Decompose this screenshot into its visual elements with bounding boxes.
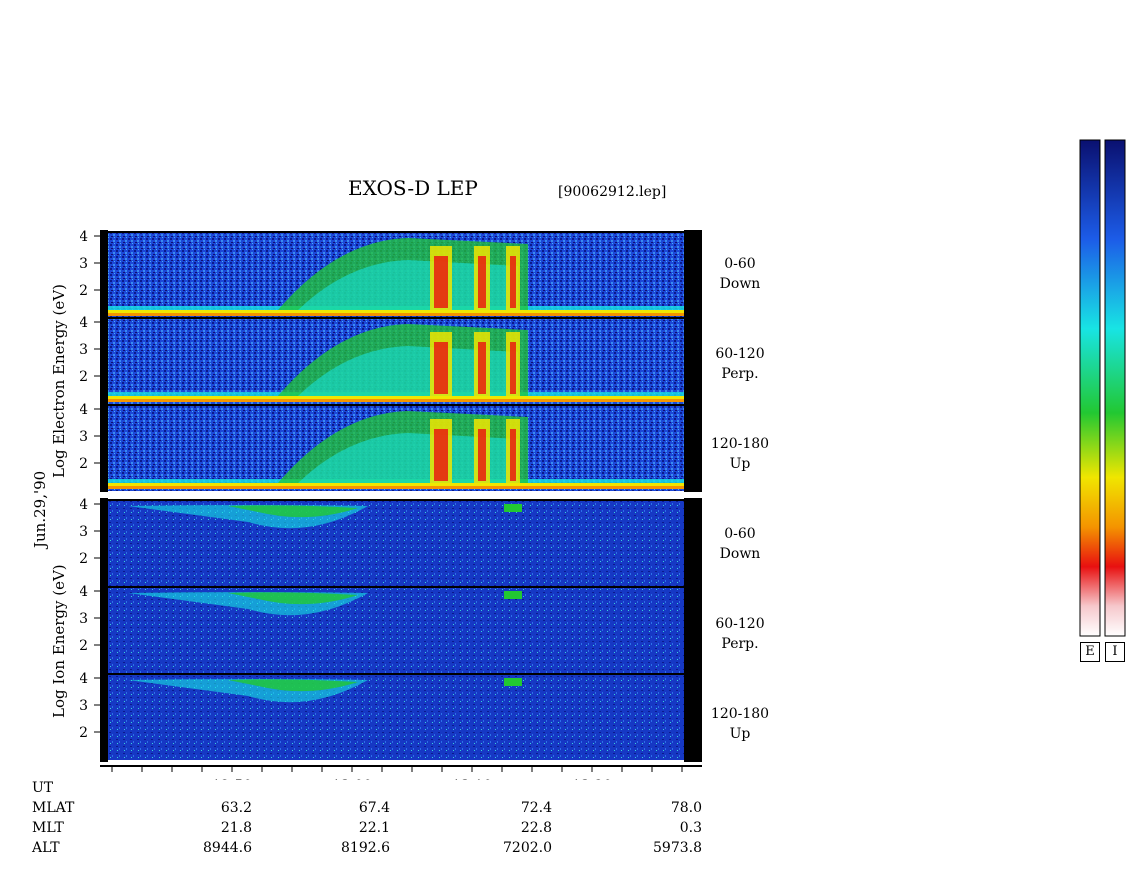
orbit-value-mlt-0: 21.8: [220, 820, 252, 836]
orbit-row-label-ut: UT: [32, 780, 54, 796]
panel-0-lowband-core: [108, 310, 684, 315]
ytick-label: 2: [80, 369, 88, 385]
panel-2-lowband-edge: [108, 486, 684, 489]
panel-0-arc-inner: [298, 260, 518, 310]
panel-0-lowband-edge: [108, 313, 684, 316]
x-tick-label: 13:20: [572, 778, 612, 780]
panel-2-burst-core-0: [434, 429, 448, 481]
ytick-label: 3: [80, 698, 88, 714]
color-scale: [1079, 139, 1126, 637]
channel-label-4: 60-120 Perp.: [715, 616, 765, 652]
orbit-value-mlat-3: 78.0: [670, 800, 702, 816]
ytick-label: 4: [80, 497, 88, 513]
channel-label-0: 0-60 Down: [719, 256, 761, 292]
ytick-label: 3: [80, 256, 88, 272]
orbit-value-alt-3: 5973.8: [653, 840, 702, 856]
ytick-label: 3: [80, 524, 88, 540]
panel-2-lowband-core: [108, 483, 684, 488]
ion-colorbar: [1104, 139, 1126, 637]
orbit-value-alt-1: 8192.6: [341, 840, 390, 856]
channel-label-2: 120-180 Up: [710, 436, 770, 472]
panel-1-burst-core-2: [510, 342, 516, 394]
orbit-value-alt-2: 7202.0: [503, 840, 552, 856]
orbit-value-mlt-2: 22.8: [520, 820, 552, 836]
panel-4-ion-beam-core: [228, 592, 358, 605]
electron-axis-label: Log Electron Energy (eV): [50, 284, 68, 478]
ytick-label: 2: [80, 283, 88, 299]
colorbar-e-label: E: [1080, 642, 1100, 662]
x-tick-label: 13:00: [332, 778, 372, 780]
ytick-label: 2: [80, 638, 88, 654]
panel-0-burst-core-2: [510, 256, 516, 308]
panel-1-lowband-edge: [108, 399, 684, 402]
panel-0-burst-core-1: [478, 256, 486, 308]
ion-axis-label: Log Ion Energy (eV): [50, 564, 68, 718]
panel-3-ion-beam-core: [228, 505, 358, 518]
ion-frame-left: [100, 498, 108, 762]
panel-1-arc-inner: [298, 346, 518, 396]
panel-1-burst-core-1: [478, 342, 486, 394]
ytick-label: 2: [80, 456, 88, 472]
orbit-row-label-mlt: MLT: [32, 820, 64, 836]
ytick-label: 4: [80, 315, 88, 331]
y-ticks-group: 4 3 2 4 3 2 4 3 2 4 3 2 4 3 2 4 3 2: [80, 229, 100, 741]
ytick-label: 4: [80, 584, 88, 600]
panels-group: [100, 230, 702, 762]
chart-title: EXOS-D LEP: [348, 176, 478, 200]
x-axis-group: 12:50 13:00 13:10 13:20: [100, 765, 702, 780]
panel-2-burst-core-2: [510, 429, 516, 481]
orbit-value-alt-0: 8944.6: [203, 840, 252, 856]
ytick-label: 4: [80, 402, 88, 418]
channel-label-3: 0-60 Down: [719, 526, 761, 562]
ytick-label: 3: [80, 342, 88, 358]
electron-frame-left: [100, 230, 108, 492]
orbit-value-mlt-3: 0.3: [679, 820, 702, 836]
ytick-label: 2: [80, 551, 88, 567]
panel-0-burst-core-0: [434, 256, 448, 308]
orbit-row-label-alt: ALT: [32, 840, 60, 856]
panel-5-ion-beam-core: [228, 679, 358, 692]
ion-frame-right: [684, 498, 702, 762]
colorbar-i-label: I: [1105, 642, 1125, 662]
electron-frame-right: [684, 230, 702, 492]
orbit-value-mlat-1: 67.4: [358, 800, 390, 816]
ytick-label: 4: [80, 229, 88, 245]
ytick-label: 4: [80, 671, 88, 687]
ytick-label: 3: [80, 611, 88, 627]
ytick-label: 3: [80, 429, 88, 445]
panel-4-ion-spot: [504, 591, 522, 599]
panel-1-lowband-core: [108, 396, 684, 401]
panel-3-ion-spot: [504, 504, 522, 512]
spectrogram-plot: 4 3 2 4 3 2 4 3 2 4 3 2 4 3 2 4 3 2 12:50 13:00 13:10 13:20: [80, 229, 702, 780]
x-tick-label: 13:10: [452, 778, 492, 780]
orbit-value-mlat-2: 72.4: [520, 800, 552, 816]
panel-5-ion-spot: [504, 678, 522, 686]
channel-label-1: 60-120 Perp.: [715, 346, 765, 382]
panel-1-burst-core-0: [434, 342, 448, 394]
x-tick-label: 12:50: [212, 778, 252, 780]
orbit-value-mlt-1: 22.1: [358, 820, 390, 836]
orbit-row-label-mlat: MLAT: [32, 800, 75, 816]
channel-label-5: 120-180 Up: [710, 706, 770, 742]
date-label: Jun.29,'90: [31, 470, 49, 548]
file-name: [90062912.lep]: [558, 184, 667, 200]
orbit-value-mlat-0: 63.2: [220, 800, 252, 816]
electron-colorbar: [1079, 139, 1101, 637]
ytick-label: 2: [80, 725, 88, 741]
panel-2-arc-inner: [298, 433, 518, 483]
panel-2-burst-core-1: [478, 429, 486, 481]
